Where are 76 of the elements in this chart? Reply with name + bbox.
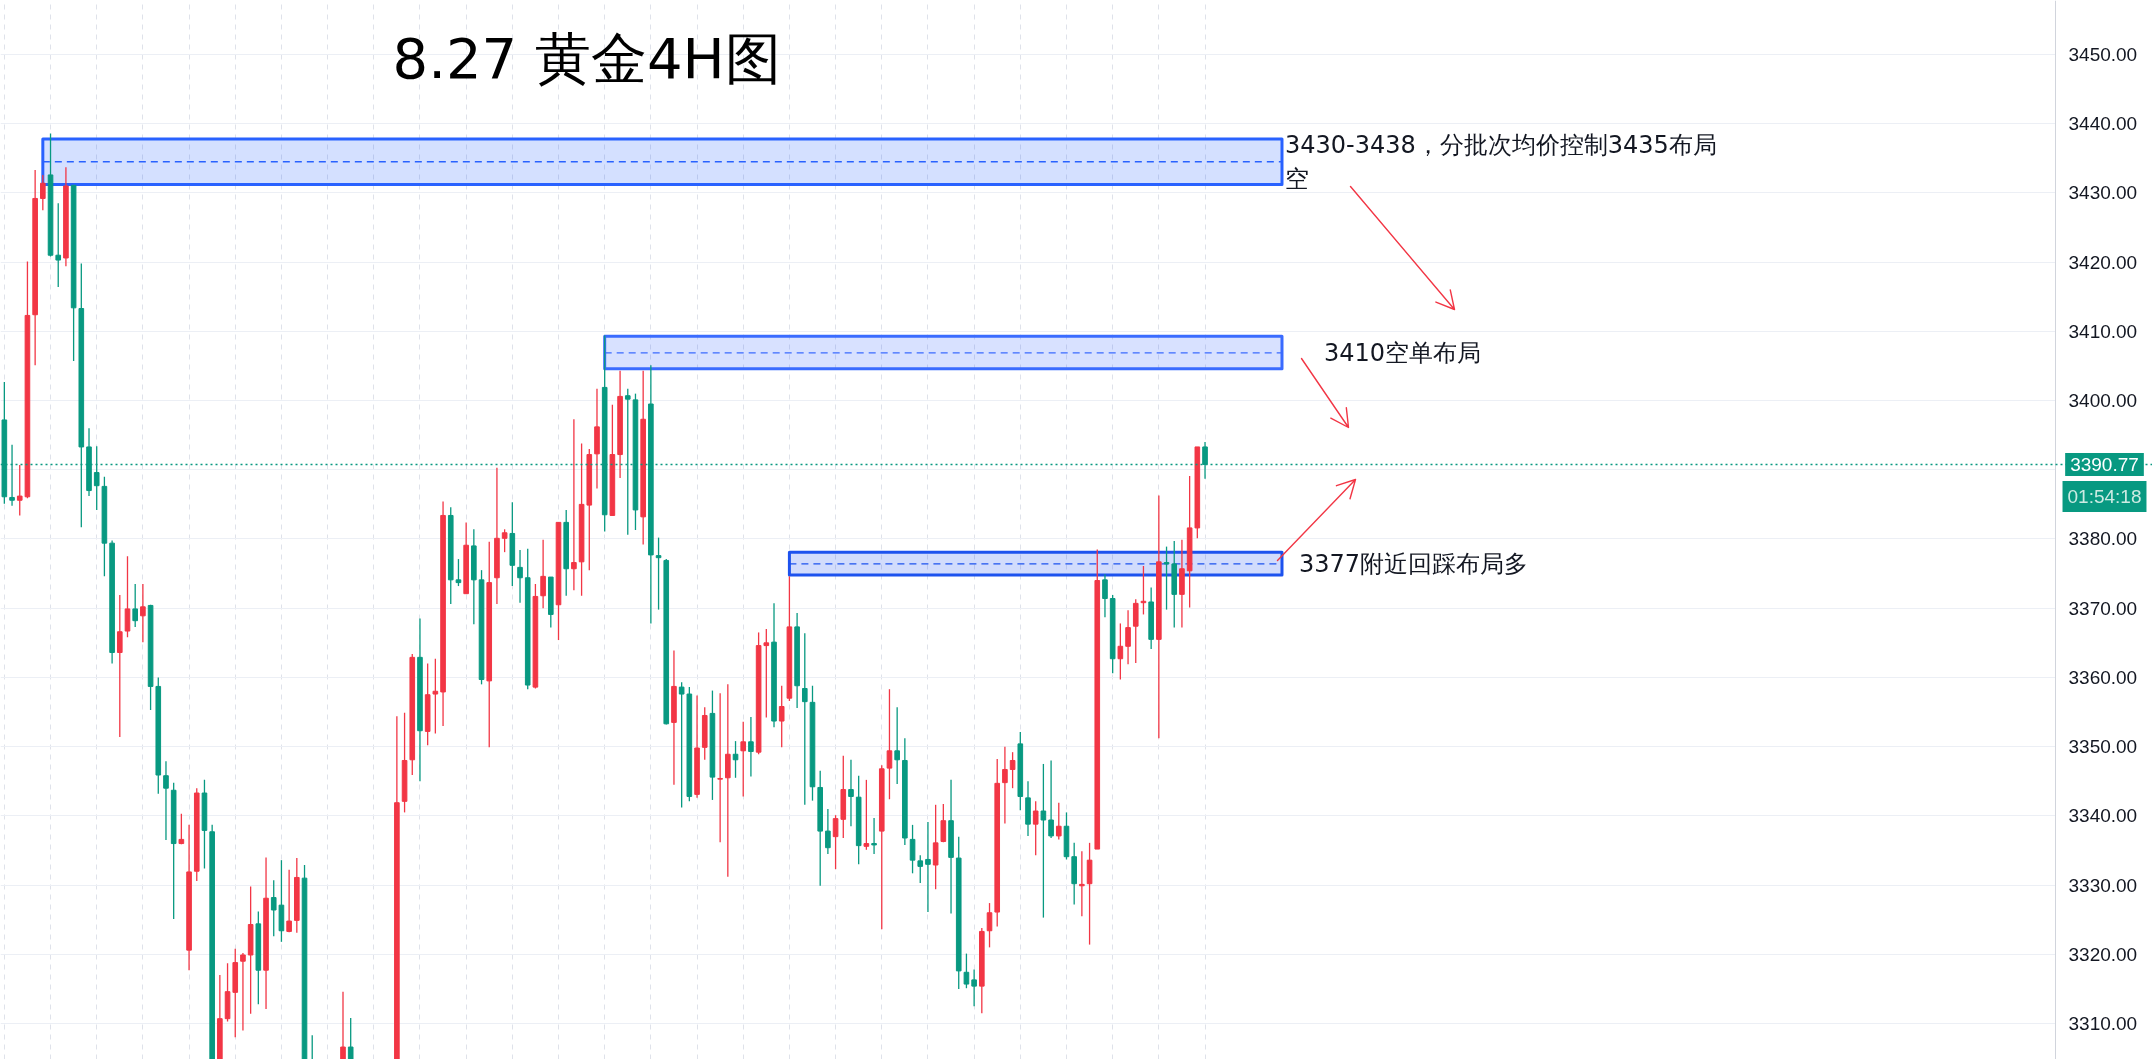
y-tick-label: 3430.00 <box>2068 182 2138 204</box>
candlestick <box>340 991 346 1059</box>
y-tick-label: 3320.00 <box>2068 943 2138 965</box>
candlestick <box>909 824 916 874</box>
candlestick <box>240 952 246 1032</box>
candlestick <box>1079 850 1085 917</box>
series-label: 3430-3438，分批次均价控制3435布局空 <box>1284 130 1717 193</box>
candlestick <box>1132 598 1139 664</box>
candlestick <box>540 539 546 609</box>
candlestick <box>655 536 662 611</box>
candlestick <box>1055 802 1062 841</box>
candlestick <box>925 821 931 913</box>
candlestick <box>940 803 947 843</box>
candlestick <box>1140 565 1147 616</box>
candlestick <box>932 804 939 890</box>
candlestick <box>124 555 131 638</box>
y-tick-label: 3440.00 <box>2068 113 2138 135</box>
y-tick-label: 3360.00 <box>2068 666 2138 688</box>
y-tick-label: 3370.00 <box>2068 597 2138 619</box>
candlestick <box>286 869 292 933</box>
candlestick <box>55 202 62 288</box>
y-tick-label: 3340.00 <box>2068 805 2138 827</box>
candlestick <box>40 174 46 211</box>
candlestick <box>894 706 900 785</box>
candlestick <box>871 817 877 855</box>
y-tick-label: 3410.00 <box>2068 320 2138 342</box>
candlestick <box>1040 763 1047 919</box>
text: 01:54:18 <box>2067 485 2142 507</box>
candlestick <box>971 968 977 1007</box>
candlestick <box>1032 800 1039 856</box>
candlestick <box>1163 545 1170 611</box>
y-tick-label: 3310.00 <box>2068 1013 2138 1035</box>
y-tick-label: 3450.00 <box>2068 43 2138 65</box>
y-tick-label: 3330.00 <box>2068 874 2138 896</box>
candlestick <box>763 628 770 719</box>
candlestick <box>778 685 785 748</box>
candlestick <box>725 683 731 878</box>
y-tick-label: 3420.00 <box>2068 251 2138 273</box>
candlestick <box>1117 622 1124 681</box>
y-tick-label: 3350.00 <box>2068 736 2138 758</box>
candlestick <box>863 779 870 851</box>
candlestick <box>116 594 123 738</box>
candlestick <box>1002 746 1008 825</box>
candlestick <box>1009 751 1016 789</box>
y-tick-label: 3400.00 <box>2068 390 2138 412</box>
ref-line-label: 3390.77 <box>2070 453 2139 475</box>
y-tick-label: 3380.00 <box>2068 528 2138 550</box>
candlestick <box>917 854 924 884</box>
candlestick <box>886 688 893 800</box>
candlestick <box>1086 842 1093 946</box>
candlestick <box>801 632 808 806</box>
candlestick <box>1048 759 1054 839</box>
candlestick <box>347 1017 354 1059</box>
candlestick <box>748 716 754 778</box>
candlestick <box>848 759 854 827</box>
candlestick <box>132 583 138 628</box>
candlestick <box>163 760 169 841</box>
candlestick <box>571 418 577 591</box>
text: 8.27 黄金4H图 <box>392 26 781 91</box>
candlestick <box>178 813 185 845</box>
candlestick <box>825 808 831 855</box>
candlestick <box>832 814 839 870</box>
candlestick <box>432 658 439 735</box>
candlestick <box>1125 609 1131 665</box>
candlestick <box>1102 573 1108 618</box>
candlestick <box>740 721 747 798</box>
candlestick <box>455 558 462 587</box>
candlestick <box>678 681 685 809</box>
series-label: 3410空单布局 <box>1323 338 1482 367</box>
candlestick <box>517 549 523 604</box>
candlestick <box>501 528 508 553</box>
series-label: 3377附近回踩布局多 <box>1298 549 1529 578</box>
candlestick <box>986 902 993 949</box>
candlestick <box>963 952 970 989</box>
candlestick <box>717 692 723 843</box>
candlestick <box>140 583 146 643</box>
